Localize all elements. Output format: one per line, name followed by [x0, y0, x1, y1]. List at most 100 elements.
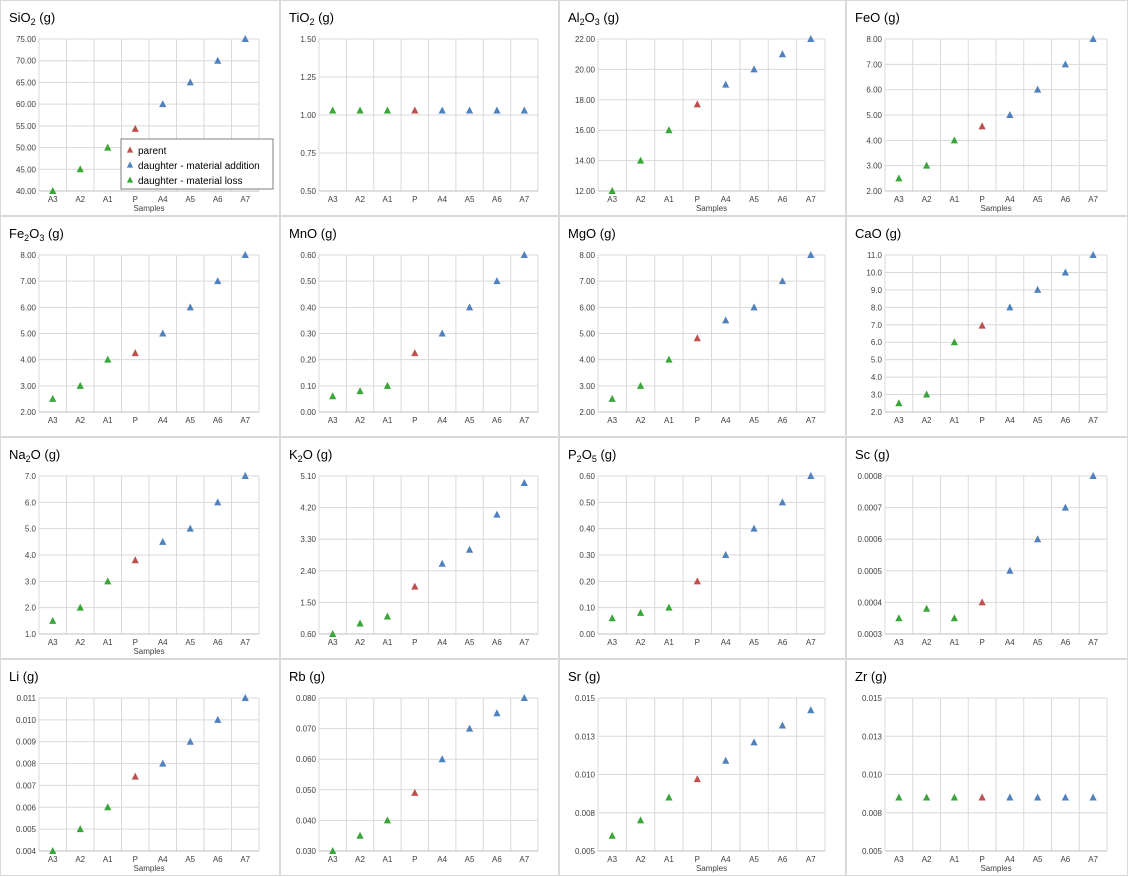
data-point-A1: [383, 816, 392, 824]
data-point-A3: [49, 616, 57, 624]
y-tick-label: 4.0: [871, 373, 883, 382]
data-point-A1: [104, 803, 112, 811]
x-tick-label: A4: [158, 195, 168, 204]
y-tick-label: 0.50: [300, 277, 316, 286]
x-tick-label: A2: [75, 638, 85, 647]
x-tick-label: P: [695, 638, 700, 647]
data-point-P: [411, 106, 419, 114]
y-tick-label: 3.00: [866, 162, 882, 171]
y-tick-label: 45.00: [16, 165, 37, 174]
y-tick-label: 0.008: [862, 809, 883, 818]
x-tick-label: A6: [213, 638, 223, 647]
y-tick-label: 2.0: [871, 408, 883, 417]
y-tick-label: 3.00: [20, 382, 36, 391]
x-tick-label: A7: [806, 416, 816, 425]
data-point-A5: [465, 303, 474, 311]
data-point-A2: [636, 381, 645, 389]
y-tick-label: 0.050: [296, 786, 317, 795]
data-point-A6: [214, 56, 222, 64]
data-point-A1: [950, 136, 958, 144]
y-tick-label: 5.00: [579, 330, 595, 339]
data-point-A5: [1034, 85, 1042, 93]
data-point-P: [693, 775, 701, 783]
y-tick-label: 0.008: [575, 809, 596, 818]
y-tick-label: 7.00: [20, 277, 36, 286]
x-tick-label: P: [133, 416, 138, 425]
y-tick-label: 3.0: [25, 577, 37, 586]
x-tick-label: A4: [1005, 416, 1015, 425]
x-axis-label: Samples: [980, 864, 1011, 873]
x-tick-label: A2: [922, 416, 932, 425]
x-tick-label: A6: [492, 416, 502, 425]
x-tick-label: A3: [328, 416, 338, 425]
data-point-A4: [722, 756, 730, 764]
x-tick-label: P: [979, 855, 984, 864]
y-tick-label: 1.50: [300, 598, 316, 607]
data-point-A7: [807, 472, 815, 479]
x-tick-label: A5: [465, 855, 475, 864]
data-point-A4: [1006, 793, 1014, 801]
y-tick-label: 6.0: [871, 338, 883, 347]
x-tick-label: A1: [383, 195, 393, 204]
chart-panel: FeO (g) 2.00 3.00 4.00 5.00 6.00 7.00 8.00 A3 A2 A…: [846, 0, 1128, 216]
x-tick-label: P: [979, 638, 984, 647]
x-tick-label: A3: [607, 855, 617, 864]
data-point-A1: [104, 355, 112, 363]
data-point-A4: [159, 759, 167, 767]
y-tick-label: 0.011: [17, 694, 37, 703]
y-tick-label: 22.00: [575, 35, 596, 44]
data-point-A5: [186, 78, 194, 86]
x-tick-label: A6: [492, 638, 502, 647]
x-tick-label: A4: [721, 638, 731, 647]
y-tick-label: 9.0: [871, 286, 883, 295]
y-tick-label: 0.0008: [858, 472, 883, 481]
y-tick-label: 0.00: [300, 408, 316, 417]
x-tick-label: A6: [778, 416, 788, 425]
x-axis-label: Samples: [133, 647, 164, 656]
y-tick-label: 12.00: [575, 187, 596, 196]
y-tick-label: 0.30: [300, 330, 316, 339]
chart-svg: Al2O3 (g) 12.00 14.00 16.00 18.00 20.00 22.00 A…: [568, 10, 826, 213]
data-point-P: [131, 556, 139, 564]
chart-svg: Sc (g) 0.0003 0.0004 0.0005 0.0006 0.0007 0.00…: [855, 447, 1108, 647]
x-tick-label: P: [979, 416, 984, 425]
y-tick-label: 7.0: [25, 472, 37, 481]
x-tick-label: A1: [383, 638, 393, 647]
x-tick-label: A3: [48, 855, 58, 864]
x-tick-label: A6: [1060, 638, 1070, 647]
data-point-P: [693, 100, 701, 108]
x-tick-label: A1: [949, 855, 959, 864]
y-tick-label: 50.00: [16, 144, 37, 153]
data-point-A3: [895, 614, 903, 622]
chart-panel: Sr (g) 0.005 0.008 0.010 0.013 0.015 A3 A2 A1 P A4…: [559, 659, 846, 876]
x-tick-label: A4: [437, 638, 447, 647]
data-point-A4: [159, 537, 167, 545]
x-tick-label: A4: [437, 195, 447, 204]
chart-title: Fe2O3 (g): [9, 226, 64, 243]
x-tick-label: A6: [778, 638, 788, 647]
chart-panel: Li (g) 0.004 0.005 0.006 0.007 0.008 0.009 0.01…: [0, 659, 280, 876]
x-tick-label: A5: [1033, 855, 1043, 864]
y-tick-label: 8.00: [866, 35, 882, 44]
x-tick-label: A3: [894, 195, 904, 204]
data-point-A7: [241, 694, 249, 701]
x-tick-label: A6: [1060, 416, 1070, 425]
data-point-A7: [1089, 251, 1097, 258]
x-tick-label: A2: [922, 195, 932, 204]
y-tick-label: 18.00: [575, 96, 596, 105]
x-tick-label: A4: [721, 416, 731, 425]
y-tick-label: 1.25: [300, 73, 316, 82]
data-point-A4: [438, 329, 446, 337]
data-point-A2: [76, 381, 84, 389]
y-tick-label: 2.00: [866, 187, 882, 196]
x-tick-label: A7: [1088, 416, 1098, 425]
y-tick-label: 0.005: [575, 847, 596, 856]
chart-panel: Na2O (g) 1.0 2.0 3.0 4.0 5.0 6.0 7.0 A3 A2 A1 P A4 A5…: [0, 437, 280, 659]
data-point-A6: [1061, 793, 1069, 801]
legend-marker: [126, 161, 134, 168]
data-point-A7: [520, 694, 528, 701]
data-point-A3: [49, 847, 57, 854]
x-tick-label: A1: [103, 855, 113, 864]
chart-panel: Fe2O3 (g) 2.00 3.00 4.00 5.00 6.00 7.00 8.00 A3 A…: [0, 216, 280, 437]
x-tick-label: A2: [355, 855, 365, 864]
